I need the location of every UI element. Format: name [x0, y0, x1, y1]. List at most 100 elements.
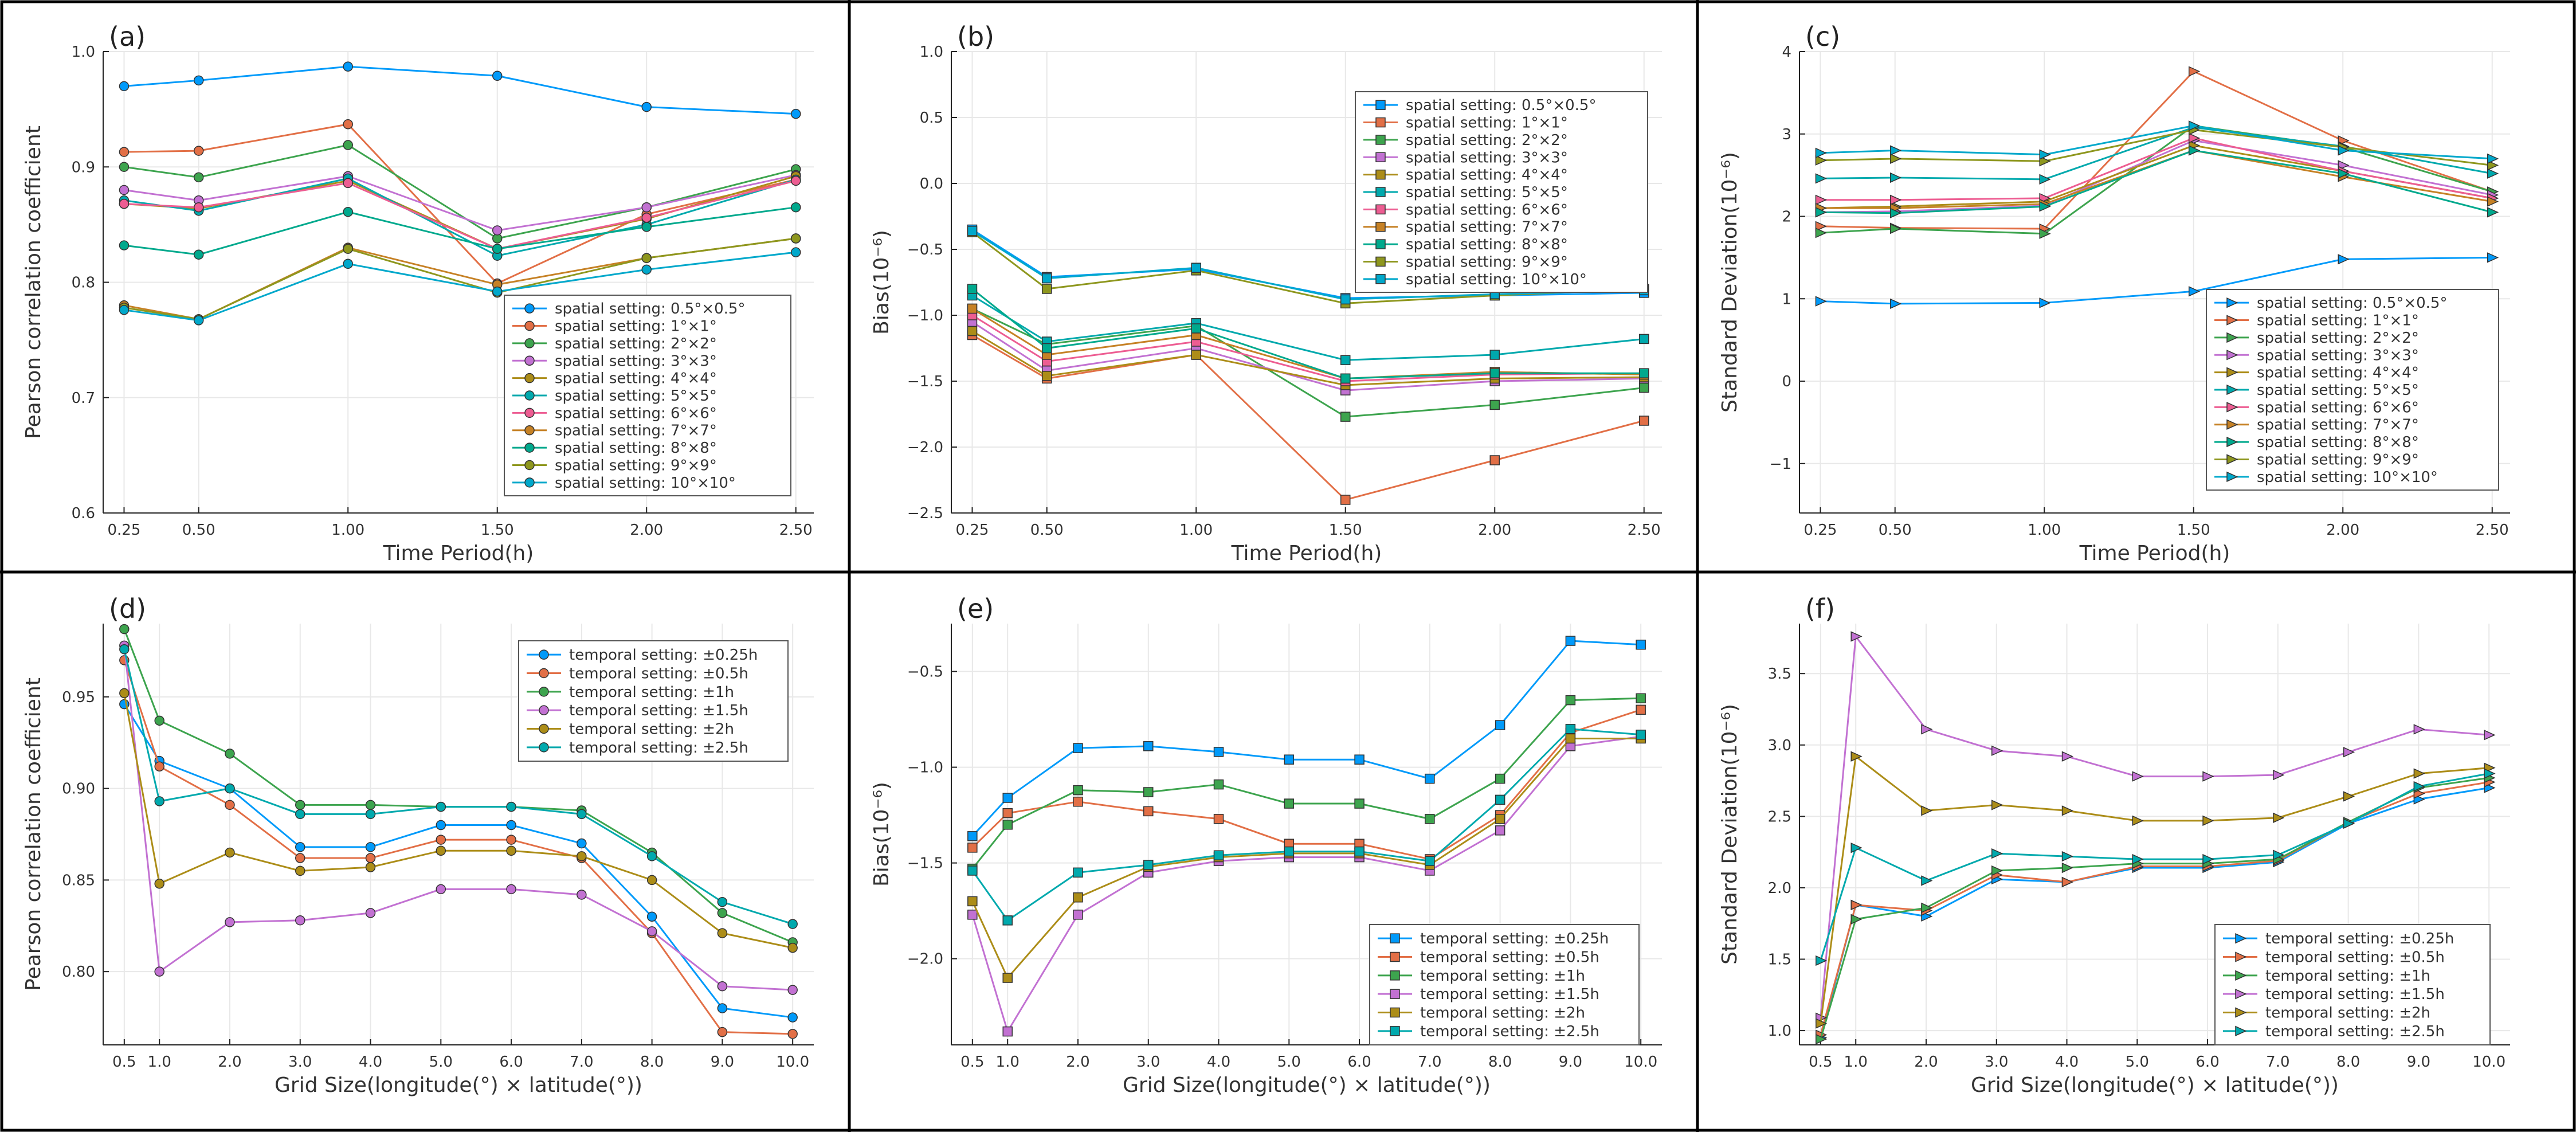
chart-e-series-0-point: [1354, 754, 1365, 765]
chart-a-ylabel: Pearson correlation coefficient: [22, 126, 45, 439]
chart-c-series-10-line: [1820, 124, 2492, 160]
chart-e-legend-marker-1: [1390, 951, 1400, 962]
chart-b-legend-label-3: spatial setting: 3°×3°: [1406, 149, 1568, 166]
chart-e-series-3-point: [1002, 1026, 1013, 1037]
chart-b-ytick-label: −1.0: [907, 307, 943, 324]
chart-b-series-4-point: [1041, 371, 1052, 381]
chart-d-xtick-label: 4.0: [359, 1053, 382, 1071]
chart-f-series-2-point: [1991, 865, 2003, 876]
chart-f-series-1-point: [2061, 876, 2073, 888]
chart-e-legend-marker-5: [1390, 1026, 1400, 1036]
chart-d-xtick-label: 5.0: [429, 1053, 453, 1071]
chart-c-series-2-line: [1820, 124, 2493, 235]
chart-e-series-0-point: [967, 831, 978, 841]
chart-b-series-4-point: [1191, 350, 1201, 360]
chart-a-xtick-label: 1.50: [481, 522, 514, 539]
chart-c-series-8-point: [2188, 145, 2201, 156]
chart-f-ytick-label: 1.5: [1768, 951, 1791, 969]
chart-e-ytick-label: −1.0: [907, 759, 943, 777]
chart-f-legend-label-2: temporal setting: ±1h: [2265, 968, 2430, 985]
chart-e-series-5-point: [967, 865, 978, 876]
chart-a-xtick-label: 2.50: [779, 522, 813, 539]
chart-a-legend-label-10: spatial setting: 10°×10°: [555, 475, 736, 492]
chart-e-series-3-point: [967, 910, 978, 920]
chart-d-series-3-point: [646, 926, 657, 937]
chart-c-series-1-point: [2188, 66, 2201, 77]
chart-c-series-10-point: [2039, 149, 2051, 160]
chart-d-series-0-point: [295, 842, 305, 852]
chart-a-series-8-point: [641, 222, 652, 232]
chart-b-series-7-point: [967, 303, 978, 314]
chart-c-legend-marker-6: [2226, 402, 2238, 413]
chart-d-legend-marker-5: [539, 742, 549, 753]
chart-a-legend-label-6: spatial setting: 6°×6°: [555, 405, 717, 422]
chart-c-ytick-label: 4: [1782, 44, 1791, 61]
chart-f-series-4-point: [2132, 815, 2144, 826]
chart-d-series-4-point: [365, 862, 376, 872]
chart-e-series-4-point: [1495, 814, 1505, 824]
chart-f-series-3-point: [1921, 724, 1933, 735]
chart-b-legend-label-6: spatial setting: 6°×6°: [1406, 201, 1568, 218]
chart-c-series-6-point: [1815, 194, 1827, 205]
chart-c-xtick-label: 1.50: [2177, 522, 2210, 539]
chart-e-series-5-point: [1425, 856, 1435, 867]
chart-d-series-2-point: [154, 715, 164, 726]
chart-c-series-7-line: [1820, 149, 2492, 209]
chart-c-series-10-point: [2487, 153, 2499, 164]
chart-c-series-5-point: [2487, 168, 2499, 179]
chart-c-series-2-point: [2039, 228, 2051, 239]
chart-f-legend-marker-0: [2235, 933, 2247, 944]
chart-a-series-6-point: [641, 213, 652, 223]
chart-d-series-1-point: [436, 835, 446, 845]
chart-a-series-0-point: [193, 75, 204, 86]
chart-d-series-5-point: [436, 801, 446, 812]
chart-f-xtick-label: 5.0: [2126, 1053, 2149, 1071]
chart-e-ytick-label: −1.5: [907, 855, 943, 872]
chart-a-legend-marker-9: [524, 460, 535, 471]
chart-a-series-9-point: [790, 233, 801, 244]
chart-c-series-9-point: [1889, 153, 1902, 164]
chart-b-series-9-line: [971, 231, 1644, 304]
chart-f-series-4-point: [1850, 751, 1863, 762]
chart-d-series-2-point: [295, 800, 305, 810]
chart-c-legend-marker-5: [2226, 384, 2238, 395]
chart-e-legend-label-5: temporal setting: ±2.5h: [1420, 1023, 1599, 1040]
chart-e-series-2-point: [1284, 798, 1295, 809]
chart-b-xtick-label: 0.25: [956, 522, 989, 539]
chart-c-series-10-point: [2188, 120, 2201, 131]
chart-e-legend-marker-3: [1390, 989, 1400, 999]
chart-c-panel-label: (c): [1805, 21, 1840, 52]
chart-d-series-5-point: [787, 919, 798, 929]
chart-e-series-0-point: [1143, 741, 1154, 751]
chart-c-legend-label-8: spatial setting: 8°×8°: [2257, 434, 2419, 451]
chart-e-legend-label-1: temporal setting: ±0.5h: [1420, 949, 1599, 966]
chart-d-xtick-label: 2.0: [218, 1053, 241, 1071]
chart-f-series-3-point: [2202, 771, 2214, 782]
chart-b-series-4-line: [971, 330, 1644, 386]
chart-f-series-3-point: [1991, 745, 2003, 756]
chart-d-series-4-point: [646, 875, 657, 886]
chart-d-series-4-point: [154, 879, 164, 889]
chart-f-series-3-point: [2132, 771, 2144, 782]
chart-d-series-4-point: [506, 845, 516, 856]
chart-c-series-6-point: [2188, 132, 2201, 144]
chart-d-series-5-point: [506, 801, 516, 812]
chart-a-legend-label-1: spatial setting: 1°×1°: [555, 318, 717, 335]
chart-e-series-4-point: [1565, 733, 1576, 744]
chart-d-legend: temporal setting: ±0.25h temporal setting…: [518, 640, 789, 762]
chart-d-series-1-point: [295, 853, 305, 863]
chart-d-legend-label-0: temporal setting: ±0.25h: [569, 647, 758, 664]
chart-d-legend-label-3: temporal setting: ±1.5h: [569, 702, 748, 719]
chart-e-series-5-point: [1002, 915, 1013, 926]
chart-e-xtick-label: 4.0: [1207, 1053, 1230, 1071]
chart-d-series-3-point: [717, 981, 728, 992]
chart-a-ytick-label: 0.8: [72, 275, 95, 292]
chart-f-series-5-point: [2202, 853, 2214, 865]
chart-b-legend-label-0: spatial setting: 0.5°×0.5°: [1406, 97, 1596, 114]
chart-d-series-5-point: [577, 809, 587, 820]
chart-e-series-1-point: [1143, 806, 1154, 817]
chart-e-series-1-point: [1073, 796, 1083, 807]
chart-b-series-10-line: [971, 230, 1644, 300]
chart-b-series-10-point: [1340, 294, 1351, 305]
